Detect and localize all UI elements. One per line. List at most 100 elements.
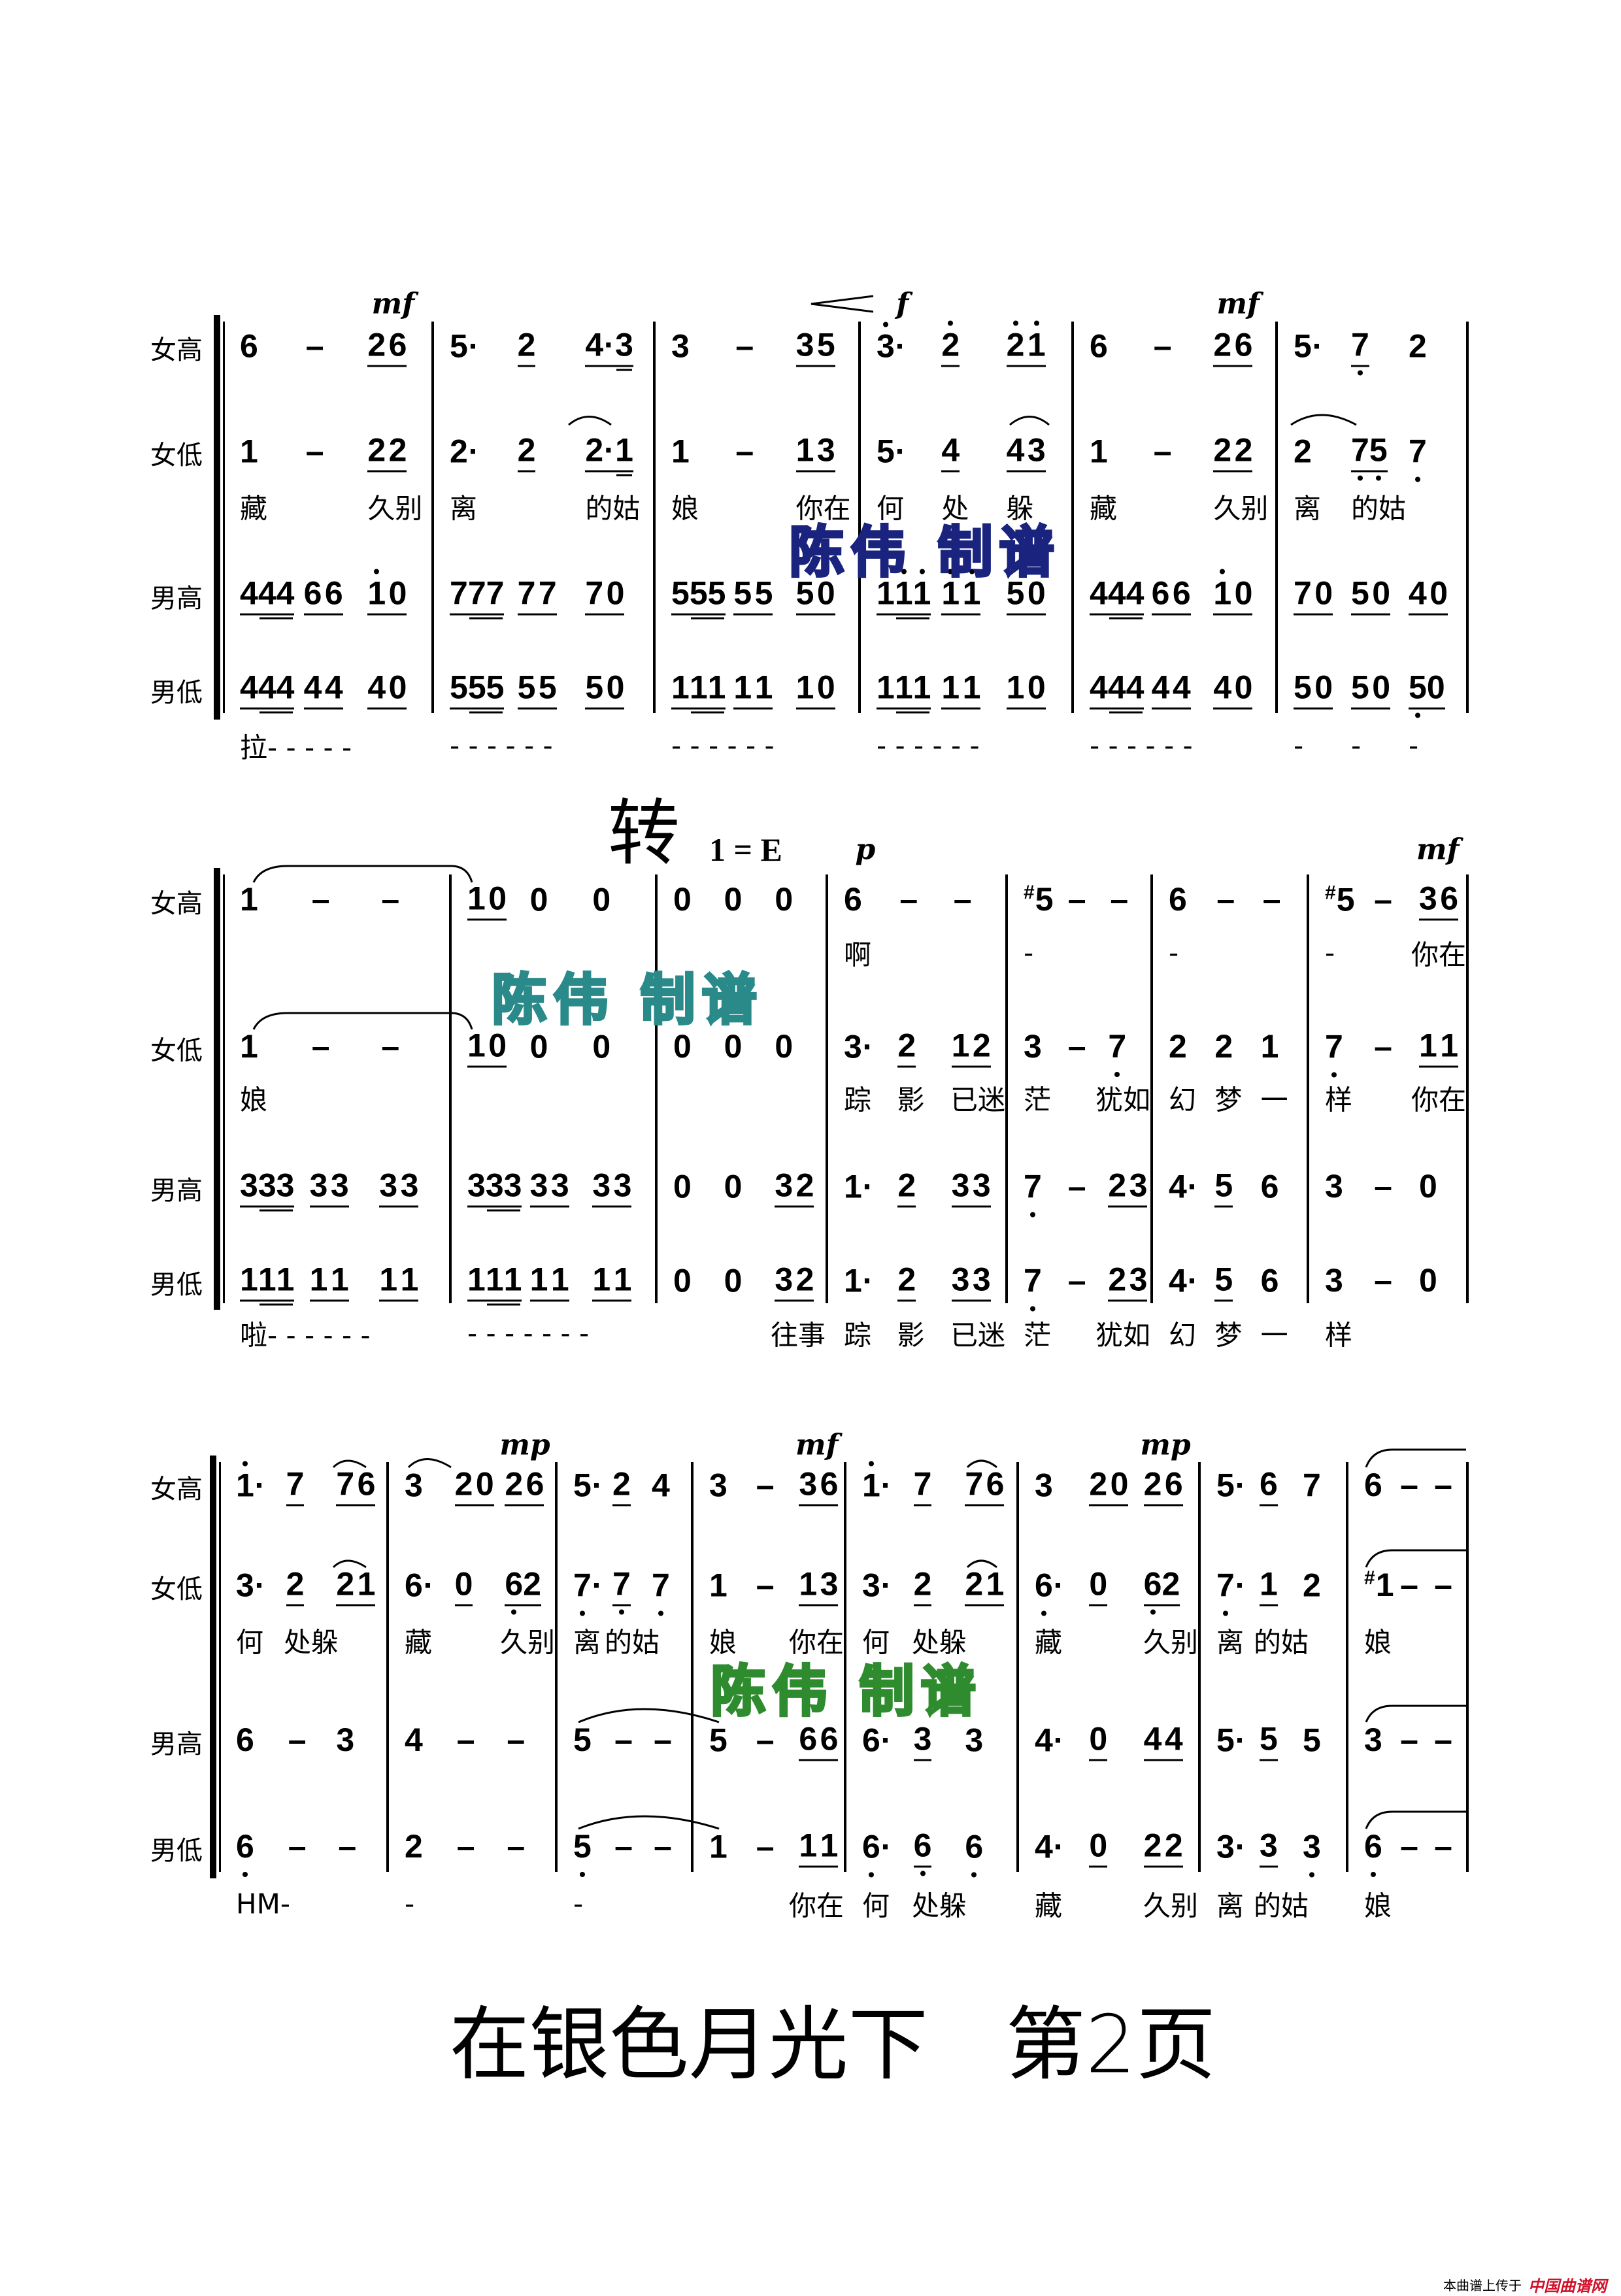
note: 6 (388, 326, 407, 363)
note: 1 (1090, 433, 1108, 469)
note-group: 5 0 (795, 577, 835, 616)
beat: 0 (724, 1170, 775, 1206)
augmentation-dot: · (603, 326, 615, 363)
note: 1 (894, 569, 913, 612)
note-group: 1 · (844, 1170, 874, 1206)
barline (826, 874, 828, 1303)
note: 1 (258, 1261, 276, 1298)
note: 1 (367, 569, 386, 612)
beat: 0 (673, 1170, 724, 1206)
lyric: 的姑 (585, 492, 641, 525)
beat: 2 2 (367, 434, 431, 473)
extension-dash: – (899, 881, 918, 918)
slur (332, 1559, 367, 1569)
measure-1-3-part-2: 1 – 1 3 (671, 434, 858, 473)
system-line (223, 874, 225, 1303)
part-label: 男低 (150, 678, 203, 708)
lyrics-alto: 离的姑 (1294, 487, 1466, 527)
note: 1 (240, 1028, 258, 1065)
beat: 5 5 (517, 671, 586, 710)
slur (578, 1815, 720, 1830)
lyric: 已迷 (950, 1084, 1005, 1116)
note: 0 (1234, 669, 1253, 706)
note-group: 3 2 (775, 1169, 814, 1208)
lyric: 离 (1294, 492, 1322, 525)
augmentation-dot: · (862, 1262, 874, 1299)
beat: 5 · (877, 435, 941, 471)
slur (332, 1459, 367, 1469)
beat: 5 0 (1351, 671, 1409, 710)
system-bracket (214, 868, 220, 1310)
note: 2 (367, 431, 386, 469)
note: 3 (844, 1028, 862, 1065)
upload-note: 本曲谱上传于 (1443, 2279, 1522, 2293)
note-group: 1 0 (467, 882, 507, 921)
note: 0 (1027, 574, 1046, 612)
note: 3 (1024, 1028, 1042, 1065)
note-group: 6 6 (1151, 577, 1191, 616)
beat: 3 2 (775, 1169, 826, 1208)
note: 7 (1409, 433, 1427, 482)
augmentation-dot: · (862, 1168, 874, 1205)
note-group: 7 (1351, 329, 1369, 376)
lyrics-soprano: 啊 (844, 933, 1005, 973)
dynamic-marking: f (896, 287, 909, 321)
note: 1 (951, 1027, 970, 1064)
augmentation-dot: · (895, 433, 907, 469)
augmentation-dot: · (468, 327, 480, 364)
lyric: 啊 (844, 939, 872, 971)
barline (1466, 874, 1469, 1303)
slur (1290, 414, 1357, 426)
note-group: 1 · (844, 1264, 874, 1301)
note: 1 (1213, 569, 1232, 612)
beat: 3 3 (309, 1169, 380, 1208)
note: 0 (816, 669, 835, 706)
beat: – (1152, 435, 1214, 471)
note-group: 3 3 (592, 1169, 632, 1208)
barline (431, 322, 434, 713)
note: 7 (467, 574, 486, 612)
note: 4 (324, 669, 343, 706)
beat: 3 3 (951, 1169, 1005, 1208)
note: 2 (795, 1261, 814, 1298)
note-group: 1 0 (795, 669, 835, 710)
beat: 1 0 (367, 569, 431, 616)
note-group: 6 6 (303, 577, 343, 616)
beat: – (1066, 883, 1109, 920)
note: 7 (585, 574, 604, 612)
tie (1365, 1810, 1466, 1829)
note: 2 (517, 431, 536, 469)
measure-2-4-part-4: 1 · 2 3 3 (844, 1263, 1005, 1302)
note-group: 1 3 (795, 434, 835, 473)
note-group: 1 1 (941, 569, 981, 616)
note-group: 1 0 (467, 1029, 507, 1068)
lyric: 何 (877, 492, 905, 525)
note: 1 (844, 1168, 862, 1205)
lyric: - (1351, 729, 1362, 762)
note-group: – (379, 883, 401, 920)
note: 1 (707, 669, 726, 706)
beat: 0 (673, 1264, 724, 1301)
lyric: 你在 (795, 492, 851, 525)
beat: 0 (775, 883, 826, 920)
beat: 3 5 (795, 329, 858, 367)
note: 1 (485, 1261, 504, 1298)
beat: 6 (1090, 329, 1152, 366)
note-group: 1 1 (592, 1261, 632, 1302)
beat: – (1152, 329, 1214, 366)
note-group: 0 (775, 883, 793, 920)
note: 1 (613, 1261, 632, 1298)
note-group: 5 0 (1351, 577, 1391, 616)
note-group: – (952, 883, 974, 920)
beat: 5 0 (1351, 577, 1409, 616)
note: 3 (775, 1167, 794, 1204)
beat: 1 (240, 435, 304, 471)
lyrics-men: --- (1294, 730, 1466, 762)
